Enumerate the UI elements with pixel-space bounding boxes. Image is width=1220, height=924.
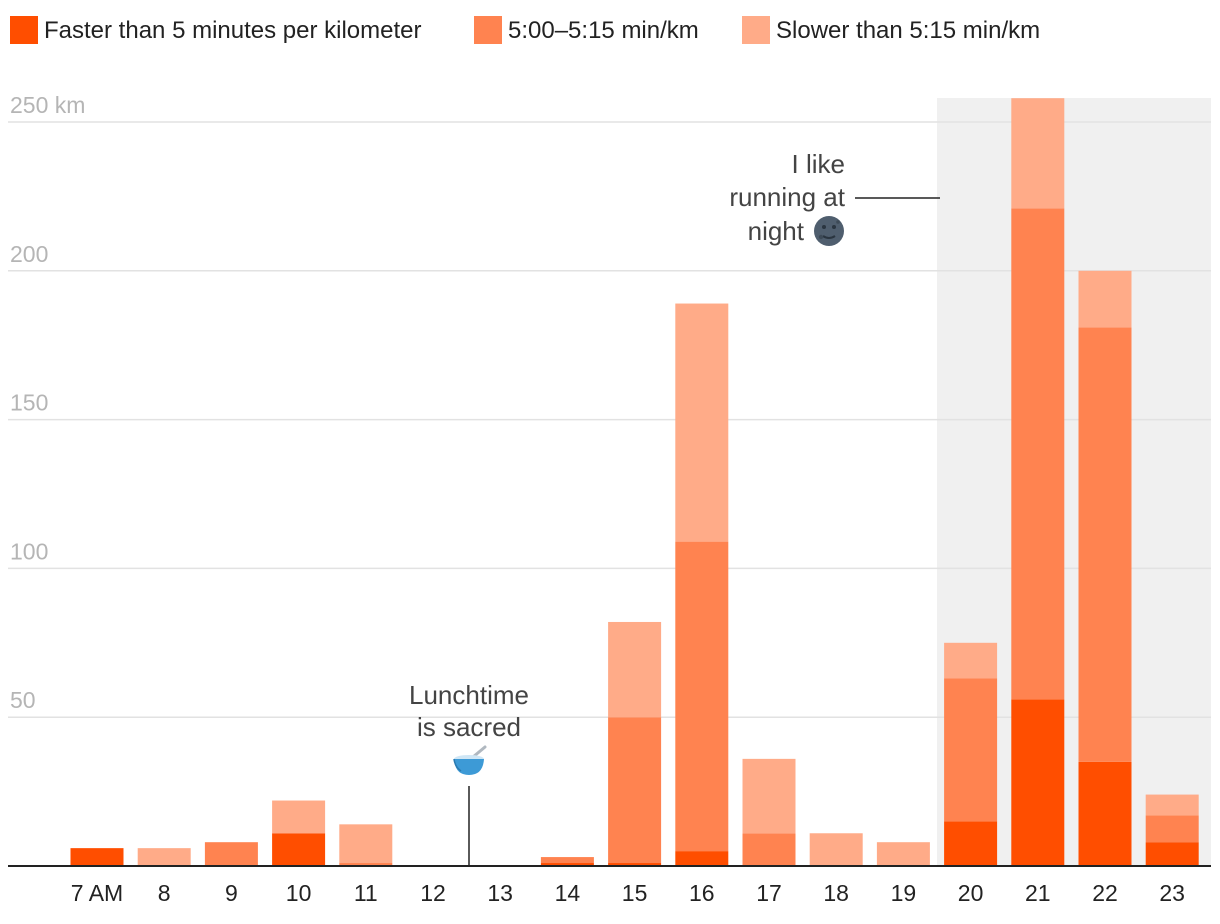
bar-segment-medium	[1078, 327, 1132, 762]
annotation-lunch-line-2: is sacred	[417, 712, 521, 742]
bar-segment-fast	[1078, 761, 1132, 866]
bar-segment-medium	[1011, 208, 1065, 700]
x-tick-label: 16	[689, 880, 715, 906]
y-tick-label: 100	[10, 538, 48, 564]
bar-segment-medium	[742, 833, 796, 866]
bar-segment-slow	[944, 642, 998, 679]
bowl-with-spoon-icon	[453, 745, 487, 775]
bar-segment-medium	[540, 857, 594, 864]
bar-segment-slow	[339, 824, 393, 864]
bar-segment-fast	[1011, 699, 1065, 866]
x-tick-label: 23	[1159, 880, 1185, 906]
bar-segment-medium	[204, 842, 258, 866]
bar-segment-medium	[944, 678, 998, 822]
y-tick-label: 250 km	[10, 92, 85, 118]
annotation-night-line-2: running at	[729, 182, 845, 212]
y-tick-label: 200	[10, 241, 48, 267]
x-tick-label: 17	[756, 880, 782, 906]
x-tick-label: 13	[487, 880, 513, 906]
x-tick-label: 15	[622, 880, 648, 906]
gridlines	[8, 121, 1211, 718]
y-tick-label: 150	[10, 390, 48, 416]
bar-segment-slow	[608, 621, 662, 718]
x-tick-label: 19	[891, 880, 917, 906]
bar-segment-slow	[1011, 98, 1065, 209]
x-tick-label: 7 AM	[71, 880, 123, 906]
x-tick-label: 12	[420, 880, 446, 906]
bar-segment-fast	[608, 863, 662, 866]
bars	[70, 98, 1199, 866]
bar-segment-fast	[944, 821, 998, 866]
bar-segment-slow	[1078, 270, 1132, 328]
bar-segment-medium	[339, 863, 393, 866]
x-tick-label: 22	[1092, 880, 1118, 906]
x-tick-label: 14	[555, 880, 581, 906]
bar-segment-medium	[675, 541, 729, 852]
x-tick-label: 11	[354, 880, 378, 906]
bar-segment-medium	[1145, 815, 1199, 843]
annotation-lunch-line-1: Lunchtime	[409, 680, 529, 710]
x-tick-label: 10	[286, 880, 312, 906]
bar-segment-fast	[70, 848, 124, 866]
bar-segment-fast	[675, 851, 729, 866]
legend: Faster than 5 minutes per kilometer 5:00…	[10, 16, 1040, 44]
bar-segment-medium	[608, 717, 662, 864]
new-moon-face-icon	[814, 216, 844, 246]
annotation-night-line-1: I like	[792, 149, 845, 179]
x-tick-label: 8	[158, 880, 171, 906]
bar-segment-slow	[137, 848, 191, 866]
annotation-lunchtime: Lunchtime is sacred	[409, 680, 529, 866]
bar-segment-slow	[675, 303, 729, 542]
bar-segment-slow	[272, 800, 326, 834]
legend-label-medium: 5:00–5:15 min/km	[508, 17, 699, 44]
bar-segment-slow	[1145, 794, 1199, 816]
legend-swatch-medium	[474, 16, 502, 44]
legend-label-fast: Faster than 5 minutes per kilometer	[44, 17, 422, 44]
x-axis-ticks: 7 AM 8 9 10 11 12 13 14 15 16 17 18 19 2…	[71, 880, 1185, 906]
annotation-night-line-3: night	[748, 216, 805, 246]
y-tick-label: 50	[10, 687, 36, 713]
x-tick-label: 20	[958, 880, 984, 906]
bar-segment-fast	[540, 863, 594, 866]
y-axis-ticks: 50 100 150 200 250 km	[10, 92, 85, 713]
x-tick-label: 21	[1025, 880, 1051, 906]
x-tick-label: 9	[225, 880, 238, 906]
bar-segment-slow	[742, 758, 796, 834]
bar-segment-slow	[809, 833, 863, 866]
legend-swatch-fast	[10, 16, 38, 44]
annotation-night: I like running at night	[729, 149, 940, 246]
legend-label-slow: Slower than 5:15 min/km	[776, 17, 1040, 44]
bar-segment-slow	[876, 842, 930, 866]
bar-segment-fast	[272, 833, 326, 866]
legend-swatch-slow	[742, 16, 770, 44]
bar-segment-fast	[1145, 842, 1199, 866]
x-tick-label: 18	[823, 880, 849, 906]
